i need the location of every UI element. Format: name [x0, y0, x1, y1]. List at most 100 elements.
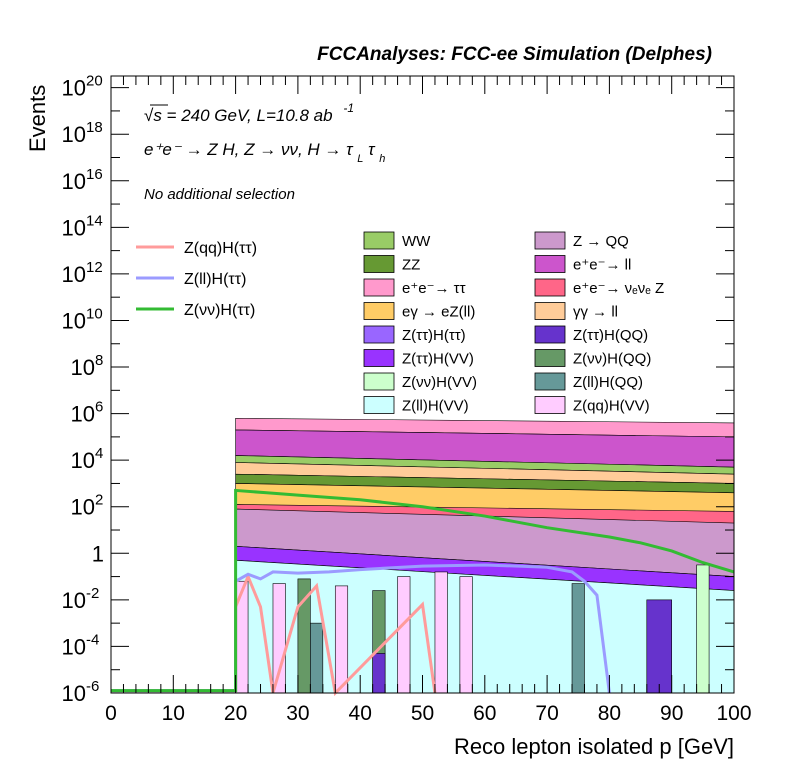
x-tick-label: 60	[473, 702, 496, 725]
x-tick-label: 20	[224, 702, 247, 725]
y-tick-label: 10 -2	[62, 585, 100, 613]
bin-8	[434, 571, 448, 694]
legend-bg-label: e⁺e⁻→ νₑνₑ Z	[573, 280, 664, 297]
legend-bg-swatch	[363, 231, 395, 250]
y-tick-label: 10 12	[62, 259, 103, 287]
y-tick-base: 10	[71, 402, 95, 427]
annotation-process-sub1: L	[357, 153, 363, 165]
x-tick-label: 90	[660, 702, 683, 725]
legend-bg-label: Z → QQ	[573, 233, 629, 250]
y-tick-exponent: 4	[95, 445, 103, 462]
legend-bg-label: Z(ττ)H(ττ)	[402, 327, 466, 344]
y-tick-label: 1	[92, 541, 104, 566]
bin-3	[310, 622, 324, 694]
legend-bg-swatch	[534, 278, 566, 297]
y-tick-exponent: -6	[86, 678, 99, 695]
legend-bg-swatch	[534, 372, 566, 391]
y-tick-label: 10 10	[62, 305, 103, 333]
y-tick-base: 10	[62, 308, 86, 333]
y-tick-base: 10	[71, 448, 95, 473]
x-tick-label: 100	[716, 702, 751, 725]
annotation-process: e⁺e⁻ → Z H, Z → νν, H → τ L τ h	[144, 140, 385, 166]
y-tick-label: 10 -6	[62, 678, 100, 706]
y-tick-exponent: 16	[86, 166, 103, 183]
legend-bg-label: Z(qq)H(VV)	[573, 398, 650, 415]
legend-bg-label: Z(νν)H(QQ)	[573, 351, 651, 368]
y-tick-exponent: -4	[86, 631, 99, 648]
y-tick-base: 10	[62, 122, 86, 147]
y-tick-base: 10	[62, 681, 86, 706]
legend-bg-label: Z(νν)H(VV)	[402, 374, 477, 391]
bin-11	[646, 599, 673, 694]
y-tick-exponent: 12	[86, 259, 103, 276]
y-tick-label: 10 2	[71, 492, 104, 520]
bin-12	[696, 564, 710, 694]
y-tick-exponent: 2	[95, 492, 103, 509]
x-tick-label: 40	[349, 702, 372, 725]
legend-bg-swatch	[534, 255, 566, 273]
legend-bg-label: Z(ττ)H(QQ)	[573, 327, 648, 344]
y-tick-label: 10 20	[62, 73, 103, 101]
x-tick-label: 50	[411, 702, 434, 725]
y-tick-label: 10 6	[71, 399, 104, 427]
y-tick-label: 10 4	[71, 445, 104, 473]
y-tick-base: 10	[71, 355, 95, 380]
y-tick-base: 10	[71, 495, 95, 520]
legend-bg-swatch	[363, 255, 395, 273]
y-tick-label: 10 14	[62, 212, 103, 240]
legend-bg-label: Z(ll)H(VV)	[402, 398, 469, 415]
y-tick-exponent: 8	[95, 352, 103, 369]
legend-signal-label: Z(qq)H(ττ)	[184, 240, 257, 257]
legend-signal-label: Z(ll)H(ττ)	[184, 271, 246, 288]
annotation-process-sub2: h	[379, 153, 385, 165]
y-tick-base: 10	[62, 76, 86, 101]
annotation-process-tau: τ	[368, 140, 376, 159]
legend-bg-swatch	[363, 325, 395, 344]
legend-bg-swatch	[363, 278, 395, 297]
legend-bg-swatch	[534, 231, 566, 250]
legend-bg-swatch	[363, 349, 395, 367]
y-tick-exponent: 6	[95, 399, 103, 416]
legend-bg-label: γγ → ll	[573, 304, 618, 321]
y-tick-base: 10	[62, 634, 86, 659]
y-tick-label: 10 -4	[62, 631, 100, 659]
y-tick-base: 10	[62, 262, 86, 287]
y-tick-exponent: -2	[86, 585, 99, 602]
plot-area	[111, 417, 735, 697]
legend-bg-label: WW	[402, 233, 431, 250]
annotation-selection: No additional selection	[144, 186, 295, 203]
svg-text:e⁺e⁻ → Z H, Z → νν, H → τ: e⁺e⁻ → Z H, Z → νν, H → τ L τ h	[144, 140, 385, 166]
bin-4	[334, 585, 349, 694]
bin-6	[372, 653, 386, 694]
annotation-process-text: e⁺e⁻ → Z H, Z → νν, H → τ	[144, 140, 354, 159]
bin-0	[235, 580, 249, 694]
y-tick-exponent: 10	[86, 305, 103, 322]
legend-bg-label: e⁺e⁻→ ll	[573, 257, 631, 274]
svg-text:√s = 240 GeV, L=10.8 ab: √s = 240 GeV, L=10.8 ab -1	[144, 101, 354, 125]
legend-bg-label: Z(ττ)H(VV)	[402, 351, 474, 368]
legend-bg-swatch	[534, 349, 566, 367]
y-tick-label: 10 8	[71, 352, 104, 380]
legend-backgrounds: WW Z → QQ ZZ e⁺e⁻→ ll e⁺e⁻→ ττ e⁺e⁻→ νₑνₑ Z eγ…	[363, 231, 664, 415]
y-tick-base: 10	[62, 169, 86, 194]
legend-bg-swatch	[534, 302, 566, 320]
bin-10	[571, 583, 585, 694]
legend-signal-label: Z(νν)H(ττ)	[184, 302, 255, 319]
x-tick-label: 30	[286, 702, 309, 725]
x-tick-label: 10	[162, 702, 185, 725]
legend-bg-label: e⁺e⁻→ ττ	[402, 280, 466, 297]
y-tick-base: 10	[62, 215, 86, 240]
x-tick-label: 0	[105, 702, 117, 725]
legend-bg-swatch	[363, 396, 395, 414]
y-tick-base: 10	[62, 588, 86, 613]
annotation-energy-sup: -1	[343, 101, 354, 115]
y-tick-exponent: 14	[86, 212, 103, 229]
legend-bg-swatch	[363, 372, 395, 391]
annotation-energy: √s = 240 GeV, L=10.8 ab -1	[144, 101, 354, 125]
legend-bg-swatch	[534, 396, 566, 414]
x-tick-label: 70	[535, 702, 558, 725]
y-tick-exponent: 20	[86, 73, 103, 90]
signal-line-2	[111, 488, 735, 693]
x-tick-label: 80	[598, 702, 621, 725]
